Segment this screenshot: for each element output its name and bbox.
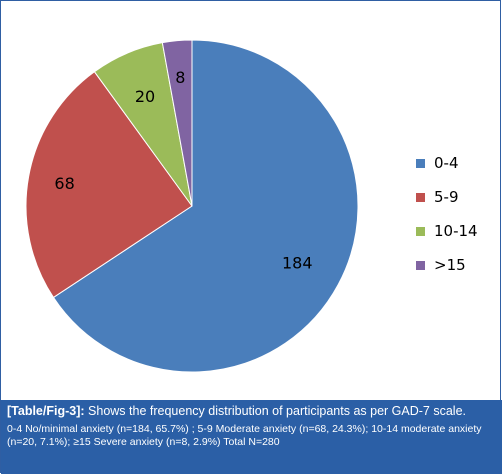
- caption-ref: [Table/Fig-3]:: [7, 404, 85, 418]
- figure-caption: [Table/Fig-3]: Shows the frequency distr…: [1, 400, 502, 474]
- legend-item-over-15: >15: [416, 255, 496, 275]
- legend-item-0-4: 0-4: [416, 153, 496, 173]
- plot-area: 184 68 20 8 0-4 5-9 10-14 >15: [1, 1, 502, 400]
- legend: 0-4 5-9 10-14 >15: [416, 153, 496, 289]
- data-label-10-14: 20: [135, 87, 155, 106]
- data-label-0-4: 184: [282, 254, 313, 273]
- legend-swatch: [416, 158, 425, 168]
- legend-item-10-14: 10-14: [416, 221, 496, 241]
- pie-slice-15: [161, 39, 193, 207]
- legend-label: 5-9: [434, 188, 459, 206]
- legend-label: 10-14: [434, 222, 478, 240]
- pie-slice-0-4: [52, 39, 359, 373]
- legend-swatch: [416, 226, 425, 236]
- legend-item-5-9: 5-9: [416, 187, 496, 207]
- caption-note: 0-4 No/minimal anxiety (n=184, 65.7%) ; …: [7, 423, 482, 448]
- data-label-15: 8: [175, 68, 185, 87]
- caption-title: [Table/Fig-3]: Shows the frequency distr…: [7, 404, 496, 418]
- legend-swatch: [416, 260, 425, 270]
- caption-title-text: Shows the frequency distribution of part…: [88, 404, 466, 418]
- data-label-5-9: 68: [54, 174, 74, 193]
- pie-chart: 184 68 20 8: [25, 39, 359, 373]
- legend-label: 0-4: [434, 154, 459, 172]
- legend-label: >15: [434, 256, 466, 274]
- pie-slice-5-9: [25, 71, 193, 299]
- legend-swatch: [416, 192, 425, 202]
